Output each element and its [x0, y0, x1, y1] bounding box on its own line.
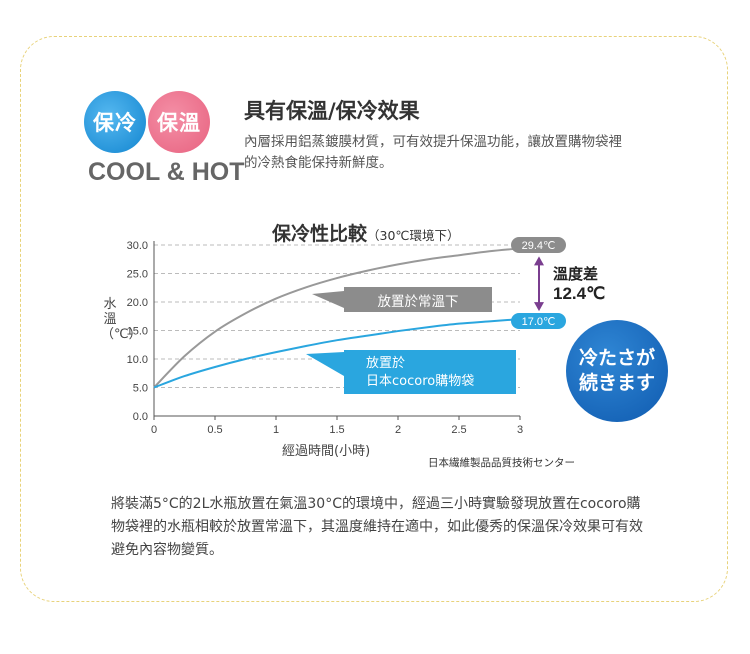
- chart-ticks: 0.0 5.0 10.0 15.0 20.0 25.0 30.0 0 0.5 1 1.5 2 2.5 3: [127, 240, 523, 436]
- callout-ambient-pointer: [312, 291, 344, 308]
- x-tick-label: 1: [273, 424, 279, 436]
- callout-bag-pointer: [306, 352, 344, 376]
- hot-badge: 保溫: [148, 91, 210, 153]
- y-tick-label: 20.0: [127, 297, 148, 309]
- diff-arrow: [534, 256, 544, 312]
- x-tick-label: 3: [517, 424, 523, 436]
- data-source: 日本繊維製品品質技術センター: [428, 457, 575, 469]
- series-line-bag: [153, 318, 521, 389]
- series-line-ambient: [153, 247, 521, 389]
- chart-title-sub: （30℃環境下）: [367, 228, 460, 243]
- chart-lines: [153, 247, 521, 389]
- end-label-bag: 17.0℃: [511, 313, 566, 329]
- chart-title: 保冷性比較（30℃環境下）: [272, 219, 459, 246]
- end-label-ambient: 29.4℃: [511, 237, 566, 253]
- callout-pointers: [306, 291, 344, 376]
- x-tick-label: 1.5: [329, 424, 344, 436]
- y-tick-label: 30.0: [127, 240, 148, 252]
- callout-ambient: 放置於常溫下: [344, 287, 492, 312]
- diff-value: 12.4℃: [553, 284, 606, 303]
- feature-title: 具有保溫/保冷效果: [244, 99, 420, 123]
- x-tick-label: 2.5: [451, 424, 466, 436]
- jp-badge-line1: 冷たさが: [578, 347, 655, 369]
- diff-arrow-head-up: [534, 256, 544, 266]
- jp-keeps-cold-badge: 冷たさが 続きます: [566, 320, 668, 422]
- callout-bag-line2: 日本cocoro購物袋: [366, 374, 475, 389]
- y-tick-label: 5.0: [133, 383, 148, 395]
- jp-badge-line2: 続きます: [578, 372, 655, 394]
- x-tick-label: 0: [151, 424, 157, 436]
- y-axis-label: 水溫（℃）: [101, 297, 142, 342]
- x-tick-label: 2: [395, 424, 401, 436]
- feature-description: 內層採用鋁蒸鍍膜材質，可有效提升保溫功能，讓放置購物袋裡的冷熱食能保持新鮮度。: [244, 134, 622, 171]
- cool-badge: 保冷: [84, 91, 146, 153]
- y-tick-label: 10.0: [127, 354, 148, 366]
- diff-title: 溫度差: [553, 265, 599, 283]
- card-frame: [20, 36, 728, 602]
- callout-bag-line1: 放置於: [366, 356, 406, 371]
- temperature-difference: 溫度差 12.4℃: [553, 265, 605, 303]
- cool-hot-caption: COOL & HOT: [88, 158, 245, 186]
- x-axis-label: 經過時間(小時): [282, 444, 371, 459]
- chart-title-main: 保冷性比較: [272, 223, 368, 245]
- y-tick-label: 0.0: [133, 411, 148, 423]
- callout-bag: 放置於 日本cocoro購物袋: [344, 350, 516, 394]
- experiment-description: 將裝滿5°C的2L水瓶放置在氣溫30°C的環境中，經過三小時實驗發現放置在coc…: [111, 496, 643, 558]
- diff-arrow-head-down: [534, 302, 544, 312]
- y-tick-label: 15.0: [127, 326, 148, 338]
- y-tick-label: 25.0: [127, 269, 148, 281]
- x-tick-label: 0.5: [207, 424, 222, 436]
